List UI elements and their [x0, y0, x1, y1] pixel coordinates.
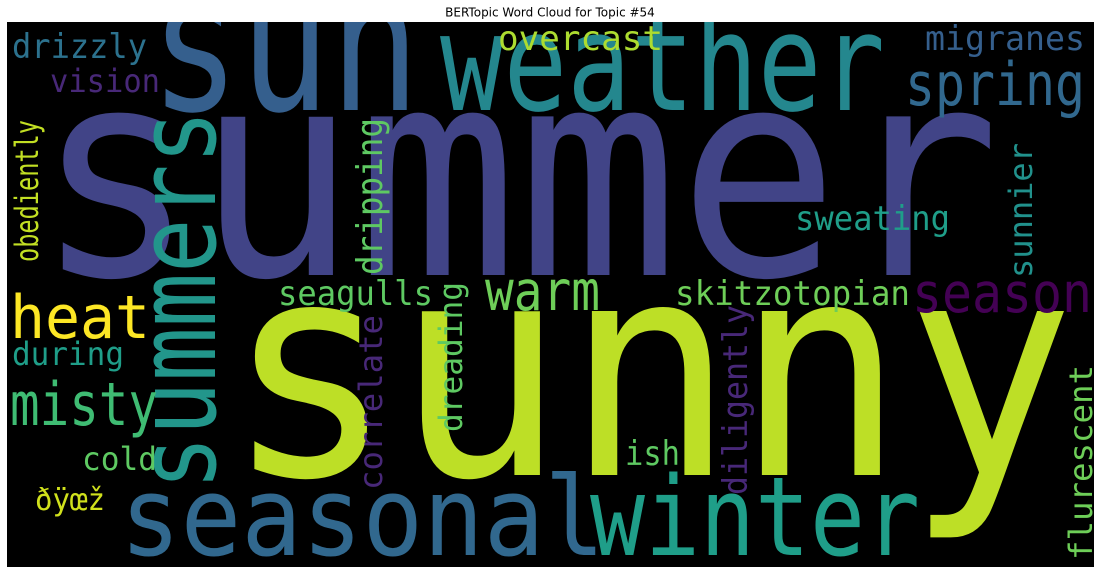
word: sun [150, 0, 420, 155]
word: weather [440, 0, 885, 142]
word: overcast [498, 19, 663, 59]
word: dreading [432, 282, 470, 432]
word: vision [50, 62, 160, 100]
word: migranes [925, 19, 1085, 59]
word: sunnier [1002, 143, 1040, 278]
word: drizzly [12, 27, 147, 67]
word: seasonal [120, 453, 605, 574]
word: seagulls [278, 274, 433, 314]
word: warm [485, 259, 600, 323]
word: dripping [350, 118, 391, 275]
cloud-background [7, 22, 1094, 567]
word: during [12, 335, 124, 373]
word: ish [625, 434, 680, 474]
word: obediently [8, 120, 46, 262]
word: heat [10, 283, 150, 353]
word: sweating [795, 199, 950, 239]
word: cold [82, 440, 157, 478]
word: skitzotopian [675, 274, 910, 314]
word: ðÿœž [35, 483, 105, 518]
word: summers [113, 110, 241, 490]
word: season [912, 261, 1092, 325]
word: sunny [225, 197, 1075, 546]
word: summer [35, 7, 1000, 344]
word: spring [905, 50, 1085, 120]
chart-title: BERTopic Word Cloud for Topic #54 [445, 6, 655, 20]
word: flurescent [1062, 365, 1100, 560]
word: winter [590, 453, 920, 574]
word: correlate [352, 315, 390, 490]
word: misty [10, 370, 158, 440]
word: diligently [716, 305, 756, 495]
